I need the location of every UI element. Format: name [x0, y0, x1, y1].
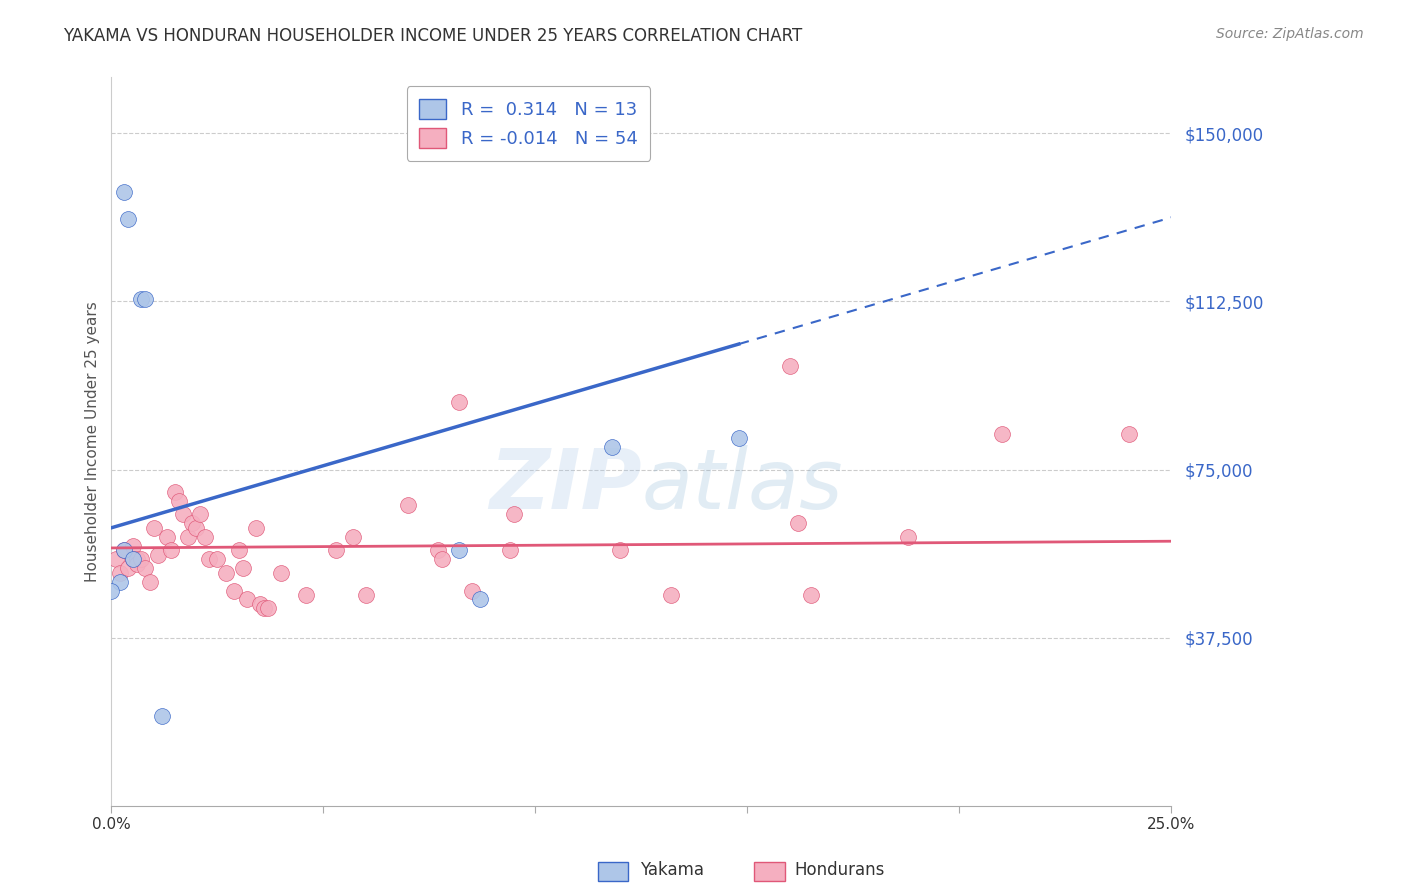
Text: Hondurans: Hondurans [794, 861, 884, 879]
Point [245, 521, 267, 535]
Point [177, 530, 200, 544]
Point [224, 583, 246, 598]
Point [257, 601, 280, 615]
Point [215, 566, 238, 580]
Point [659, 588, 682, 602]
Point [108, 566, 131, 580]
Text: YAKAMA VS HONDURAN HOUSEHOLDER INCOME UNDER 25 YEARS CORRELATION CHART: YAKAMA VS HONDURAN HOUSEHOLDER INCOME UN… [63, 27, 803, 45]
Point [134, 561, 156, 575]
Point [779, 359, 801, 374]
Point [430, 552, 453, 566]
Point [104, 552, 127, 566]
Point [426, 543, 449, 558]
Point [787, 516, 810, 531]
Point [354, 588, 377, 602]
Point [228, 543, 250, 558]
Point [600, 440, 623, 454]
Point [159, 543, 181, 558]
Point [117, 561, 139, 575]
Point [112, 543, 135, 558]
Point [142, 521, 165, 535]
Point [990, 426, 1012, 441]
Point [150, 709, 173, 723]
Point [112, 185, 135, 199]
Point [461, 583, 484, 598]
Point [190, 508, 212, 522]
Text: Source: ZipAtlas.com: Source: ZipAtlas.com [1216, 27, 1364, 41]
Point [172, 508, 194, 522]
Point [207, 552, 229, 566]
Point [342, 530, 364, 544]
Point [236, 592, 259, 607]
Point [270, 566, 292, 580]
Point [1118, 426, 1140, 441]
Legend: R =  0.314   N = 13, R = -0.014   N = 54: R = 0.314 N = 13, R = -0.014 N = 54 [406, 87, 650, 161]
Point [800, 588, 823, 602]
Point [470, 592, 492, 607]
Point [325, 543, 347, 558]
Point [447, 395, 470, 409]
Point [117, 211, 139, 226]
Point [253, 601, 276, 615]
Point [129, 292, 152, 306]
Point [186, 521, 208, 535]
Point [198, 552, 221, 566]
Point [146, 548, 169, 562]
Point [138, 574, 160, 589]
Point [163, 484, 186, 499]
Point [232, 561, 254, 575]
Point [155, 530, 177, 544]
Point [121, 552, 143, 566]
Point [447, 543, 470, 558]
Point [727, 431, 749, 445]
Text: ZIP: ZIP [489, 445, 641, 525]
Point [125, 552, 148, 566]
Text: Yakama: Yakama [640, 861, 704, 879]
Point [108, 574, 131, 589]
Point [129, 552, 152, 566]
Point [396, 499, 419, 513]
Point [121, 539, 143, 553]
Point [181, 516, 204, 531]
Point [295, 588, 318, 602]
Point [499, 543, 522, 558]
Y-axis label: Householder Income Under 25 years: Householder Income Under 25 years [86, 301, 100, 582]
Point [100, 583, 122, 598]
Point [125, 557, 148, 571]
Point [249, 597, 271, 611]
Text: atlas: atlas [641, 445, 844, 525]
Point [112, 543, 135, 558]
Point [167, 494, 190, 508]
Point [194, 530, 217, 544]
Point [121, 552, 143, 566]
Point [134, 292, 156, 306]
Point [503, 508, 526, 522]
Point [897, 530, 920, 544]
Point [609, 543, 631, 558]
